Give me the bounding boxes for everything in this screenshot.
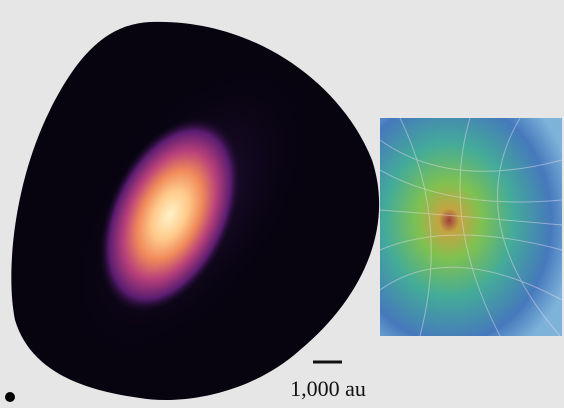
scale-bar-label: 1,000 au: [290, 376, 366, 401]
simulation-panel: [379, 117, 563, 337]
beam-marker: [5, 392, 15, 402]
emission: [67, 61, 313, 359]
